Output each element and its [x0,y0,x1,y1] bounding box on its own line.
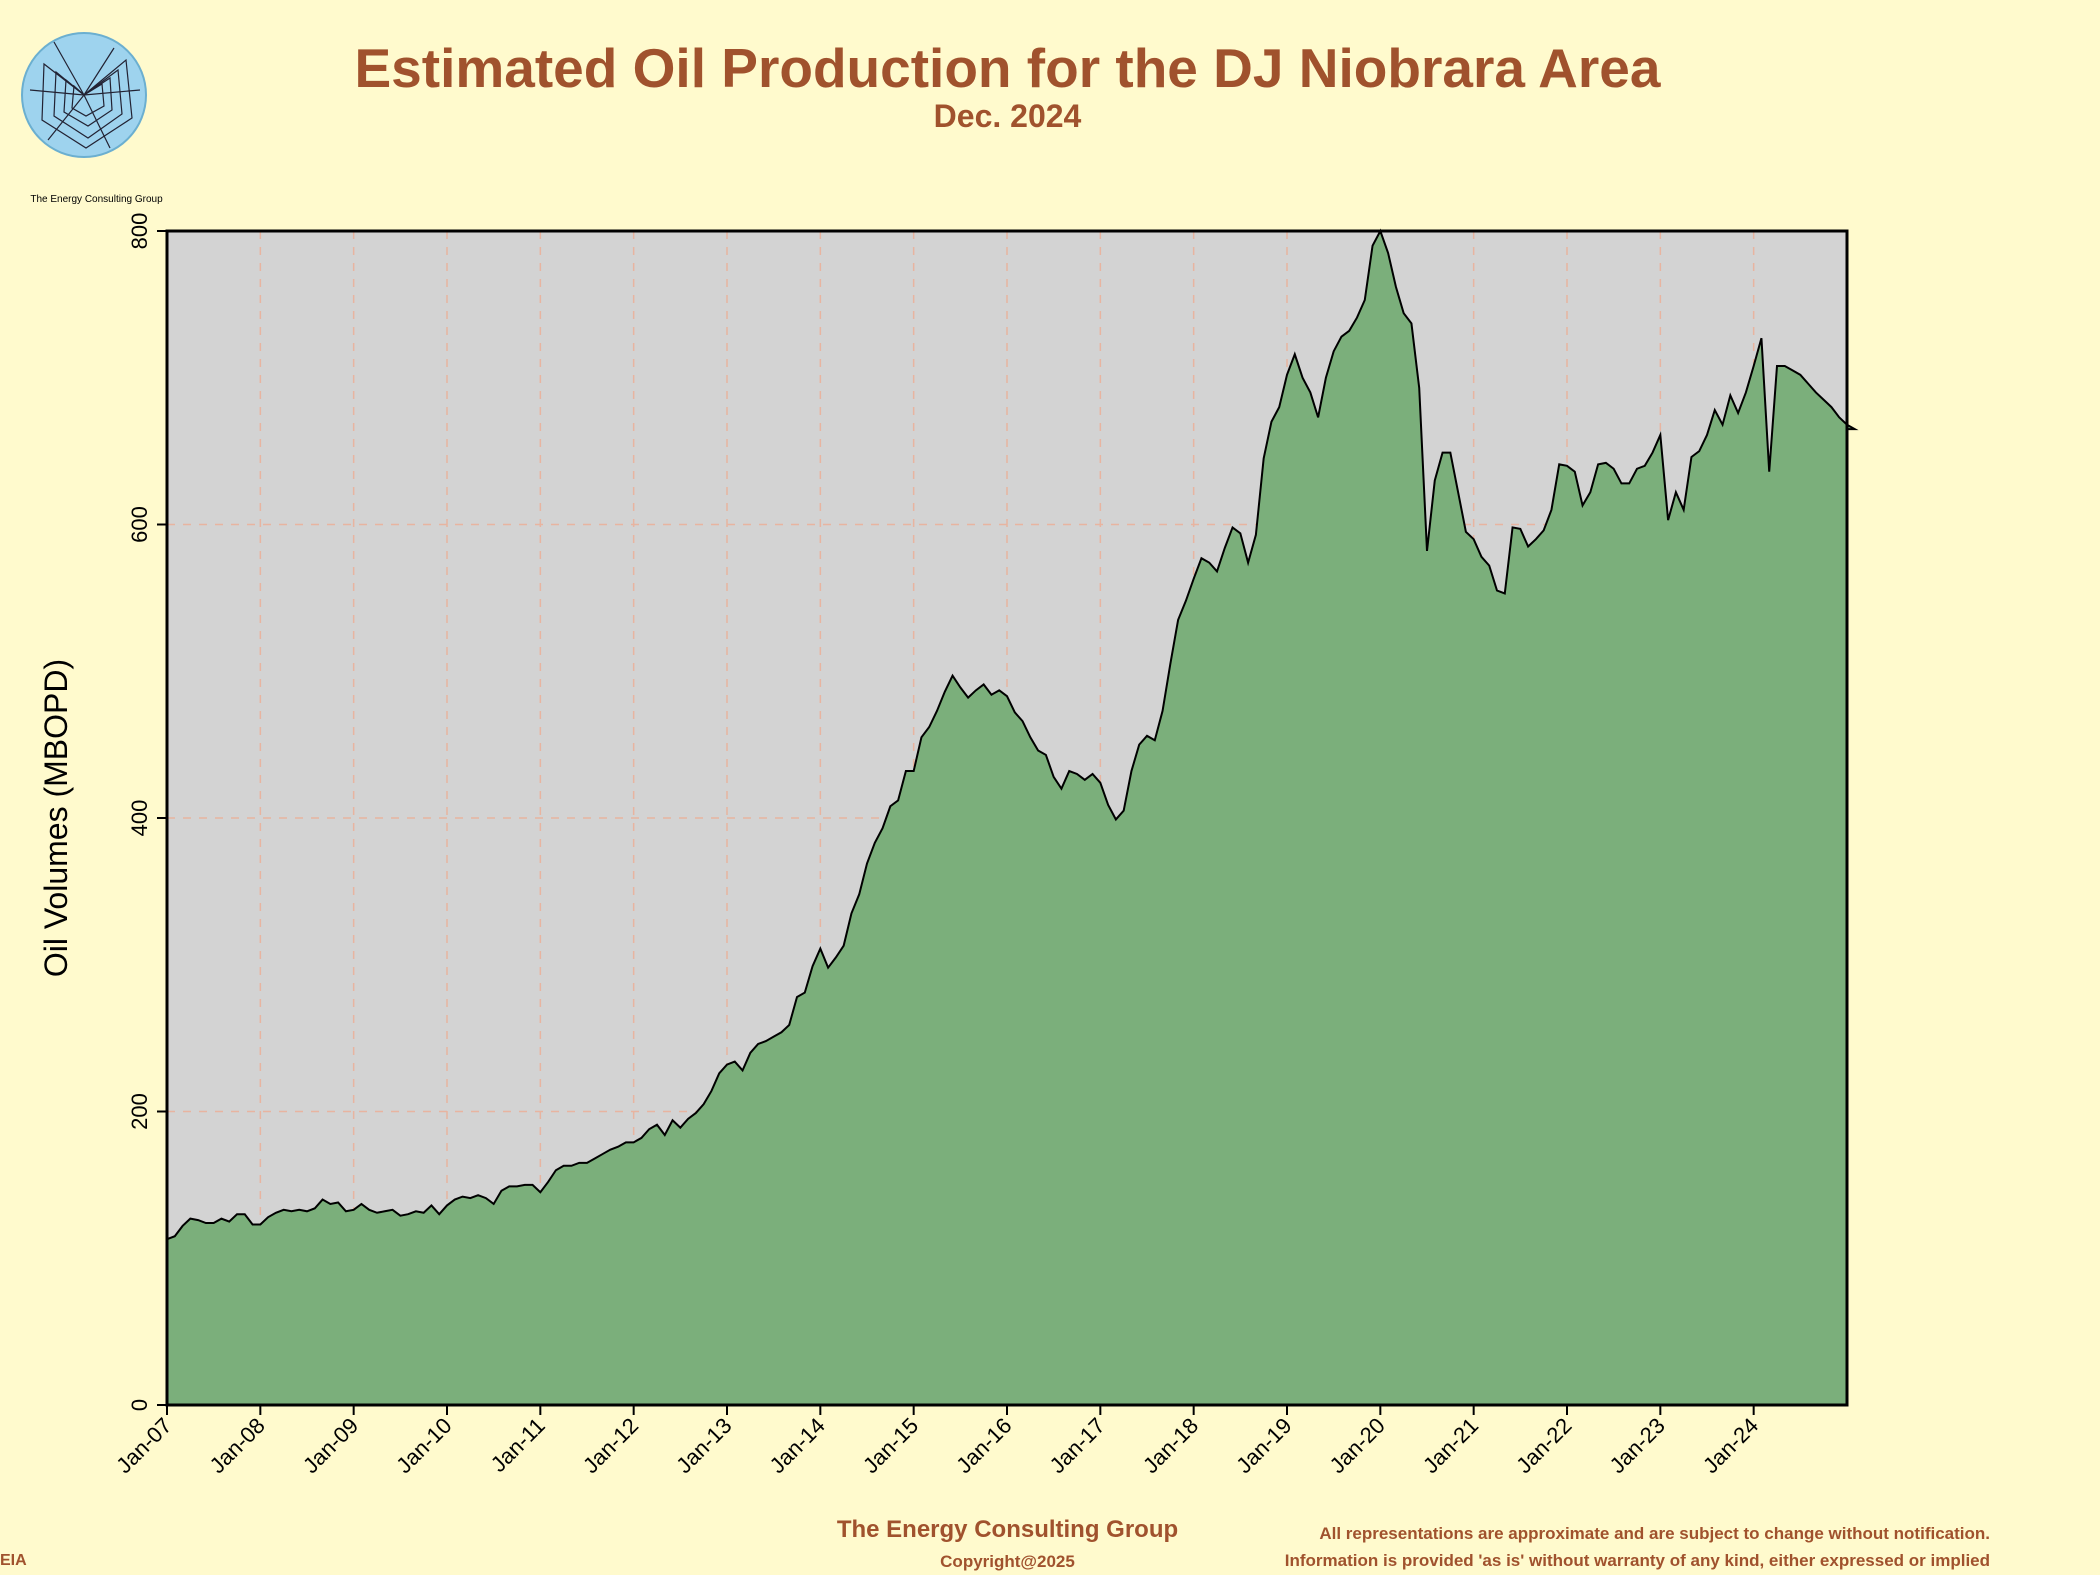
company-logo: The Energy Consulting Group [14,20,164,205]
x-tick-label: Jan-14 [765,1413,830,1478]
production-line [166,228,1859,1241]
x-tick-label: Jan-22 [1511,1413,1576,1478]
x-tick-label: Jan-11 [486,1413,550,1477]
x-tick-label: Jan-07 [111,1413,176,1478]
x-tick-label: Jan-15 [858,1413,923,1478]
x-tick-label: Jan-20 [1325,1413,1390,1478]
production-area [167,231,1855,1405]
x-tick-label: Jan-09 [298,1413,363,1478]
y-tick-label: 200 [127,1093,152,1130]
y-tick-label: 0 [127,1399,152,1411]
footer-copyright: Copyright@2025 [940,1552,1075,1571]
chart-title: Estimated Oil Production for the DJ Niob… [354,37,1661,99]
x-tick-label: Jan-13 [671,1413,736,1478]
source-label: EIA [0,1552,27,1569]
x-tick-label: Jan-21 [1418,1413,1483,1478]
x-tick-label: Jan-10 [391,1413,456,1478]
x-tick-label: Jan-12 [578,1413,643,1478]
x-tick-label: Jan-19 [1231,1413,1296,1478]
logo-caption: The Energy Consulting Group [30,194,163,205]
y-tick-label: 600 [127,506,152,543]
x-tick-label: Jan-08 [205,1413,270,1478]
chart-subtitle: Dec. 2024 [933,98,1082,134]
x-tick-label: Jan-18 [1138,1413,1203,1478]
y-axis-title: Oil Volumes (MBOPD) [38,659,74,977]
x-tick-label: Jan-24 [1698,1413,1763,1478]
footer-company: The Energy Consulting Group [836,1516,1179,1543]
x-tick-label: Jan-17 [1045,1413,1110,1478]
disclaimer-line-2: Information is provided 'as is' without … [1284,1551,1990,1570]
y-tick-label: 400 [127,800,152,837]
disclaimer-line-1: All representations are approximate and … [1319,1524,1990,1543]
y-tick-label: 800 [127,213,152,250]
x-tick-label: Jan-23 [1605,1413,1670,1478]
x-tick-label: Jan-16 [951,1413,1016,1478]
spiral-logo-icon [21,32,147,158]
